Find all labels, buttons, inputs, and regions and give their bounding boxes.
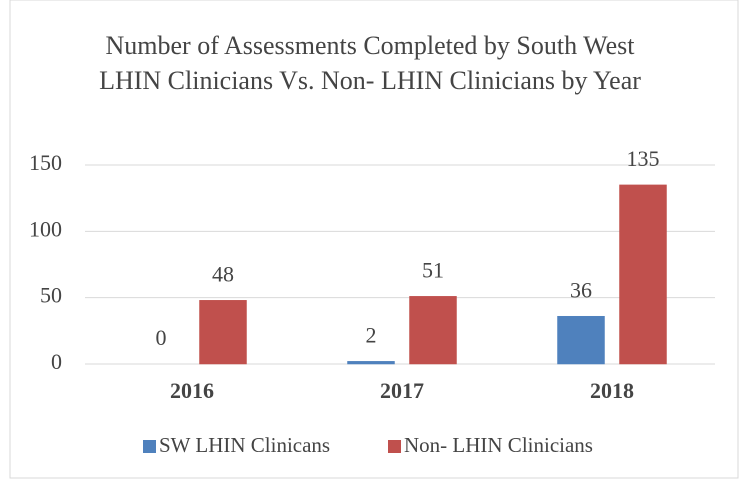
bar bbox=[557, 315, 605, 365]
data-label: 135 bbox=[627, 146, 660, 171]
chart-border bbox=[9, 0, 739, 479]
y-tick-label: 50 bbox=[40, 283, 62, 308]
y-tick-label: 100 bbox=[29, 216, 62, 241]
data-label: 0 bbox=[156, 325, 167, 350]
chart-title: Number of Assessments Completed by South… bbox=[99, 31, 641, 95]
x-tick-label: 2018 bbox=[590, 378, 634, 403]
data-label: 48 bbox=[212, 261, 234, 286]
legend-swatch bbox=[143, 440, 156, 453]
legend-swatch bbox=[388, 440, 401, 453]
data-label: 2 bbox=[366, 322, 377, 347]
bar bbox=[619, 184, 667, 365]
legend-label: SW LHIN Clinicans bbox=[159, 433, 330, 457]
legend-label: Non- LHIN Clinicians bbox=[404, 433, 593, 457]
data-label: 51 bbox=[422, 257, 444, 282]
data-label: 36 bbox=[570, 277, 592, 302]
x-tick-label: 2016 bbox=[170, 378, 214, 403]
y-tick-label: 0 bbox=[51, 349, 62, 374]
y-tick-label: 150 bbox=[29, 150, 62, 175]
bar bbox=[409, 296, 457, 365]
x-tick-label: 2017 bbox=[380, 378, 424, 403]
bar bbox=[199, 300, 247, 365]
bar bbox=[347, 361, 395, 365]
